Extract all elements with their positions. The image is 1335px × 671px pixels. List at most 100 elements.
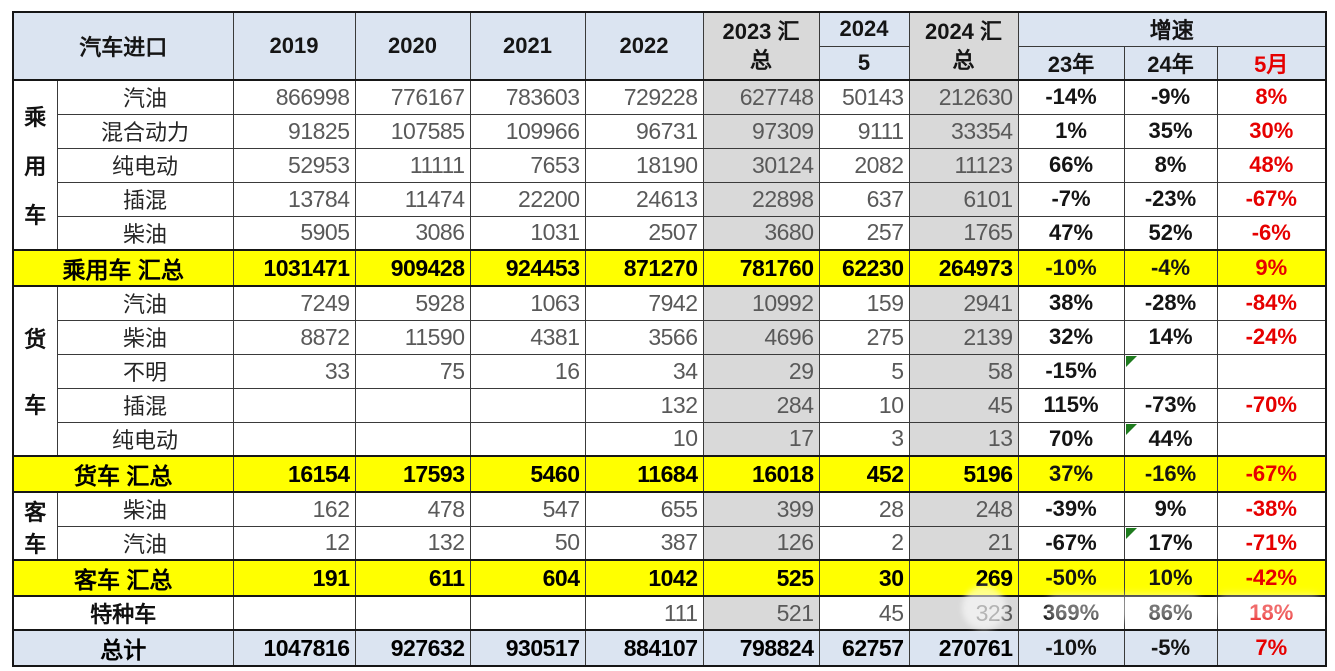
table-cell: 2	[818, 525, 910, 561]
col-header-2021: 2021	[469, 11, 586, 81]
table-cell: 7%	[1216, 629, 1327, 667]
table-cell: 1765	[908, 215, 1019, 251]
table-cell: 50	[469, 525, 586, 561]
table-cell: 5196	[908, 455, 1019, 493]
table-cell: -14%	[1017, 79, 1125, 115]
table-cell: 637	[818, 181, 910, 217]
table-cell	[354, 421, 471, 457]
col-header-2019: 2019	[232, 11, 356, 81]
table-cell: 4696	[702, 319, 820, 355]
col-header-growth: 增速	[1017, 11, 1327, 47]
table-cell: 38%	[1017, 285, 1125, 321]
table-title: 汽车进口	[12, 11, 234, 81]
table-cell: 50143	[818, 79, 910, 115]
table-cell: 627748	[702, 79, 820, 115]
table-cell: 132	[584, 387, 704, 423]
table-cell	[1216, 353, 1327, 389]
table-cell	[354, 595, 471, 631]
table-cell: 21	[908, 525, 1019, 561]
table-cell: 8%	[1216, 79, 1327, 115]
table-cell: 91825	[232, 113, 356, 149]
table-cell: 16018	[702, 455, 820, 493]
row-label: 货车 汇总	[12, 455, 234, 493]
table-row: 汽油 12 132 50 387 126 2 21 -67% 17% -71%	[13, 525, 1327, 561]
row-label: 柴油	[56, 319, 234, 355]
table-cell: 16	[469, 353, 586, 389]
table-cell: 5460	[469, 455, 586, 493]
group-label: 客车	[12, 491, 58, 561]
table-cell	[469, 595, 586, 631]
table-cell: 611	[354, 559, 471, 597]
table-cell: 47%	[1017, 215, 1125, 251]
table-cell: 11684	[584, 455, 704, 493]
table-cell: 9%	[1123, 491, 1218, 527]
table-cell: 275	[818, 319, 910, 355]
table-cell: 781760	[702, 249, 820, 287]
table-cell: 44%	[1123, 421, 1218, 457]
table-cell: 22898	[702, 181, 820, 217]
table-row-subtotal: 客车 汇总 191 611 604 1042 525 30 269 -50% 10% -42%	[12, 559, 1327, 597]
row-label: 汽油	[56, 285, 234, 321]
table-row: 货车汽油 7249 5928 1063 7942 10992 159 2941 38% -28% -…	[12, 285, 1327, 457]
table-cell: -67%	[1216, 181, 1327, 217]
table-cell: 547	[469, 491, 586, 527]
table-cell: 13784	[232, 181, 356, 217]
table-cell: 866998	[232, 79, 356, 115]
table-cell: 2941	[908, 285, 1019, 321]
table-cell: 18%	[1216, 595, 1327, 631]
table-cell: 1047816	[232, 629, 356, 667]
table-cell: 776167	[354, 79, 471, 115]
table-cell: -39%	[1017, 491, 1125, 527]
table-cell: 75	[354, 353, 471, 389]
table-cell	[232, 421, 356, 457]
table-cell: 16154	[232, 455, 356, 493]
table-cell: 212630	[908, 79, 1019, 115]
table-cell: 264973	[908, 249, 1019, 287]
table-row: 混合动力 91825 107585 109966 96731 97309 9111 33354…	[13, 113, 1327, 149]
table-cell: 269	[908, 559, 1019, 597]
col-header-2023-total-label: 2023 汇总	[722, 19, 800, 73]
table-cell: 45	[908, 387, 1019, 423]
table-cell: 9111	[818, 113, 910, 149]
comment-marker-icon	[1125, 423, 1137, 435]
table-cell: 159	[818, 285, 910, 321]
table-cell: -84%	[1216, 285, 1327, 321]
table-row-special: 特种车 111 521 45 323 369% 86% 18%	[12, 595, 1327, 631]
table-cell: 3680	[702, 215, 820, 251]
table-cell: 655	[584, 491, 704, 527]
row-label: 插混	[56, 387, 234, 423]
table-cell: 257	[818, 215, 910, 251]
table-cell: 10992	[702, 285, 820, 321]
table-row: 乘用车汽油 866998 776167 783603 729228 627748 50143…	[12, 79, 1327, 251]
table-cell: 729228	[584, 79, 704, 115]
table-cell: 52%	[1123, 215, 1218, 251]
table-cell	[469, 421, 586, 457]
row-label: 汽油	[56, 79, 234, 115]
table-cell: 248	[908, 491, 1019, 527]
table-cell: 399	[702, 491, 820, 527]
table-cell: 270761	[908, 629, 1019, 667]
table-cell: 13	[908, 421, 1019, 457]
table-cell: 2139	[908, 319, 1019, 355]
table-row: 柴油 5905 3086 1031 2507 3680 257 1765 47% 52% -6%	[13, 215, 1327, 251]
table-row: 插混 132 284 10 45 115% -73% -70%	[13, 387, 1327, 423]
table-cell: 10	[584, 421, 704, 457]
table-cell: -70%	[1216, 387, 1327, 423]
table-cell: 1031471	[232, 249, 356, 287]
table-cell: 909428	[354, 249, 471, 287]
table-cell: 35%	[1123, 113, 1218, 149]
table-cell: 7942	[584, 285, 704, 321]
table-cell: -67%	[1017, 525, 1125, 561]
table-cell: 24613	[584, 181, 704, 217]
comment-marker-icon	[1125, 355, 1137, 367]
col-header-growth-may: 5月	[1216, 45, 1327, 81]
table-cell	[469, 387, 586, 423]
table-cell	[1123, 353, 1218, 389]
row-label: 插混	[56, 181, 234, 217]
table-cell: 115%	[1017, 387, 1125, 423]
table-cell	[354, 387, 471, 423]
row-label: 柴油	[56, 215, 234, 251]
col-header-growth-24: 24年	[1123, 45, 1218, 81]
table-cell: -42%	[1216, 559, 1327, 597]
table-cell: -71%	[1216, 525, 1327, 561]
